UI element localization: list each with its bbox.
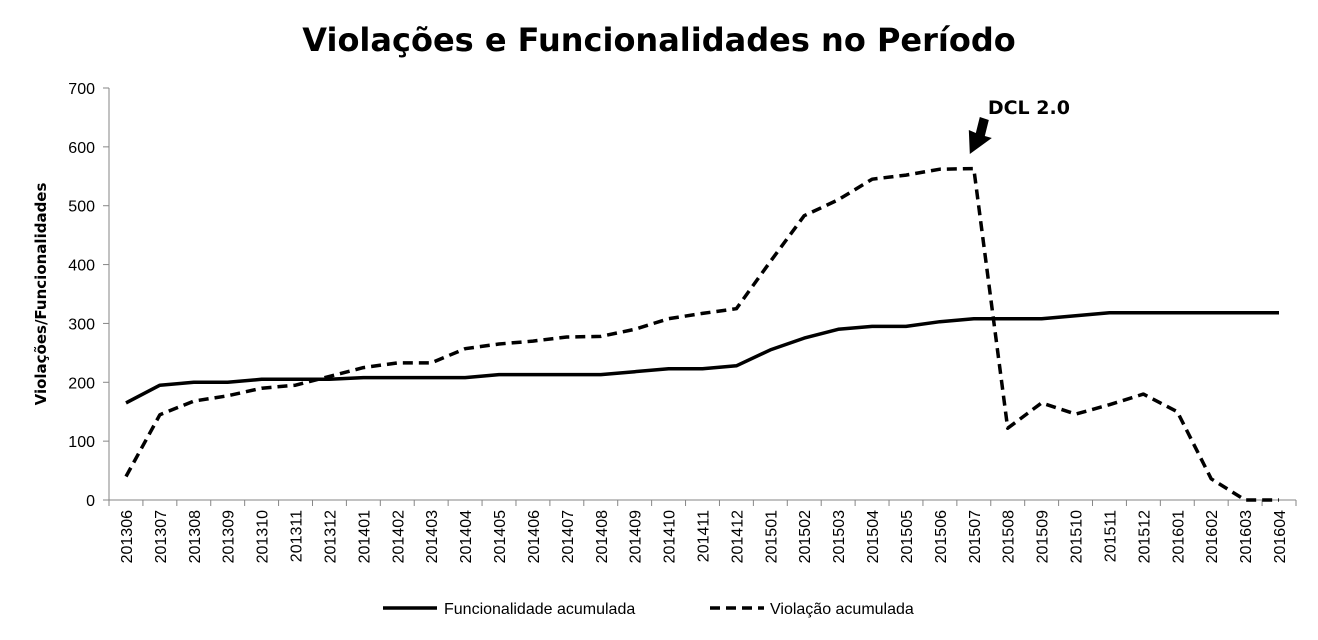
x-tick-label: 201404 bbox=[458, 510, 475, 563]
x-tick-label: 201508 bbox=[1001, 510, 1018, 563]
x-tick-label: 201412 bbox=[729, 510, 746, 563]
x-tick-label: 201403 bbox=[424, 510, 441, 563]
y-tick-label: 200 bbox=[68, 375, 95, 392]
chart-title: Violações e Funcionalidades no Período bbox=[302, 21, 1015, 59]
x-tick-label: 201310 bbox=[255, 510, 272, 563]
legend-label-2: Violação acumulada bbox=[770, 601, 914, 618]
x-tick-label: 201504 bbox=[865, 510, 882, 563]
x-tick-label: 201511 bbox=[1102, 510, 1119, 562]
x-tick-label: 201509 bbox=[1035, 510, 1052, 563]
x-tick-label: 201307 bbox=[153, 510, 170, 563]
y-tick-label: 100 bbox=[68, 434, 95, 451]
y-tick-label: 0 bbox=[86, 493, 95, 510]
series-line-1 bbox=[125, 311, 1279, 405]
x-tick-label: 201312 bbox=[322, 510, 339, 563]
x-tick-label: 201601 bbox=[1170, 510, 1187, 563]
x-tick-label: 201503 bbox=[831, 510, 848, 563]
x-tick-label: 201505 bbox=[899, 510, 916, 563]
x-tick-label: 201602 bbox=[1204, 510, 1221, 563]
x-tick-label: 201401 bbox=[356, 510, 373, 563]
x-tick-label: 201410 bbox=[662, 510, 679, 563]
x-tick-label: 201309 bbox=[221, 510, 238, 563]
x-tick-label: 201507 bbox=[967, 510, 984, 563]
x-tick-label: 201411 bbox=[696, 510, 713, 562]
x-tick-label: 201512 bbox=[1136, 510, 1153, 563]
axes: 0 100 200 300 400 500 600 700 201306 201307 201308… bbox=[68, 81, 1297, 563]
y-tick-label: 400 bbox=[68, 258, 95, 275]
x-tick-label: 201502 bbox=[797, 510, 814, 563]
y-axis-label: Violações/Funcionalidades bbox=[32, 183, 50, 406]
x-tick-label: 201408 bbox=[594, 510, 611, 563]
x-tick-label: 201603 bbox=[1238, 510, 1255, 563]
legend-label-1: Funcionalidade acumulada bbox=[444, 601, 635, 618]
x-tick-label: 201409 bbox=[628, 510, 645, 563]
x-tick-label: 201306 bbox=[119, 510, 136, 563]
x-tick-label: 201506 bbox=[933, 510, 950, 563]
y-tick-label: 600 bbox=[68, 140, 95, 157]
x-tick-label: 201501 bbox=[763, 510, 780, 563]
x-tick-label: 201604 bbox=[1272, 510, 1289, 563]
annotations: DCL 2.0 bbox=[968, 97, 1070, 154]
x-tick-label: 201510 bbox=[1069, 510, 1086, 563]
annotation-label: DCL 2.0 bbox=[988, 97, 1070, 119]
y-tick-label: 700 bbox=[68, 81, 95, 98]
x-tick-label: 201308 bbox=[187, 510, 204, 563]
y-tick-label: 300 bbox=[68, 316, 95, 333]
x-tick-label: 201405 bbox=[492, 510, 509, 563]
x-tick-label: 201311 bbox=[289, 510, 306, 562]
plot-area bbox=[124, 166, 1279, 502]
legend: Funcionalidade acumulada Violação acumula… bbox=[383, 601, 914, 618]
series-line-2 bbox=[124, 166, 1279, 502]
x-tick-label: 201407 bbox=[560, 510, 577, 563]
x-tick-label: 201406 bbox=[526, 510, 543, 563]
y-tick-label: 500 bbox=[68, 199, 95, 216]
annotation-arrow-icon bbox=[968, 117, 992, 154]
x-tick-label: 201402 bbox=[390, 510, 407, 563]
